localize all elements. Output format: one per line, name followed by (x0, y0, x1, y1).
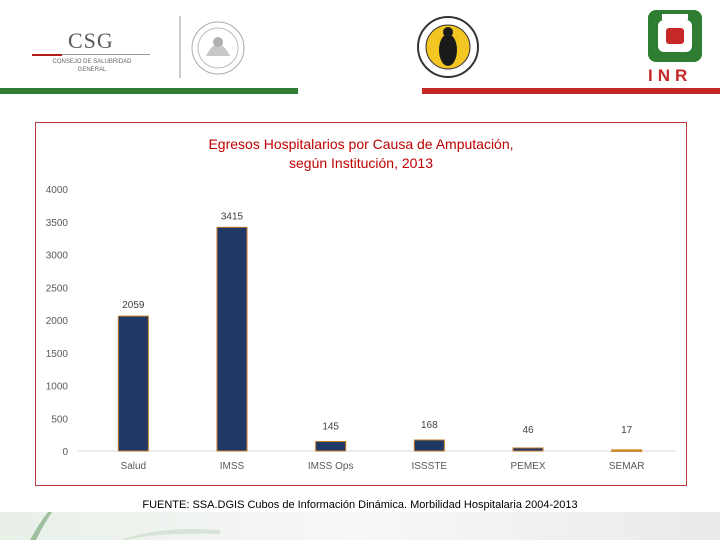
bar-value-label: 17 (621, 425, 633, 436)
x-axis: Salud IMSS IMSS Ops ISSSTE PEMEX SEMAR (121, 461, 645, 472)
y-tick-label: 2000 (46, 316, 69, 327)
bar (413, 439, 445, 452)
mexico-shield-logo (179, 16, 245, 78)
chart-title-line-2: según Institución, 2013 (289, 155, 433, 171)
y-tick-label: 500 (51, 414, 68, 425)
header-green-stripe (0, 88, 298, 94)
bar-value-label: 2059 (122, 300, 145, 311)
y-tick-label: 4000 (46, 185, 69, 196)
university-seal-logo (417, 16, 479, 78)
bar (315, 441, 347, 452)
x-tick-label: SEMAR (609, 461, 645, 472)
csg-logo-subtext: CONSEJO DE SALUBRIDAD GENERAL (52, 59, 132, 73)
inr-logo-mark (648, 10, 702, 62)
bar (117, 315, 149, 452)
y-tick-label: 3000 (46, 251, 69, 262)
bar-value-label: 46 (522, 425, 534, 436)
x-tick-label: IMSS (220, 461, 245, 472)
footer-decoration (0, 512, 720, 540)
x-tick-label: Salud (121, 461, 147, 472)
y-tick-label: 0 (62, 447, 68, 458)
bar-value-label: 145 (322, 422, 339, 433)
y-tick-label: 2500 (46, 283, 69, 294)
source-note: FUENTE: SSA.DGIS Cubos de Información Di… (142, 499, 578, 511)
bar-chart: Egresos Hospitalarios por Causa de Amput… (46, 136, 676, 472)
inr-logo-text: INR (648, 66, 693, 85)
bar-value-label: 168 (421, 420, 438, 431)
chart-title-line-1: Egresos Hospitalarios por Causa de Amput… (208, 136, 513, 152)
x-tick-label: PEMEX (510, 461, 545, 472)
bar-series: 2059 3415 145 168 46 17 (117, 211, 643, 452)
header-red-stripe (422, 88, 720, 94)
y-axis: 0 500 1000 1500 2000 2500 3000 3500 4000 (46, 185, 69, 458)
csg-logo-text: CSG (68, 28, 114, 53)
y-tick-label: 3500 (46, 218, 69, 229)
bar (512, 447, 544, 452)
bar-value-label: 3415 (221, 211, 244, 222)
csg-logo-accent (32, 54, 62, 56)
x-tick-label: ISSSTE (412, 461, 448, 472)
csg-logo-rule (32, 54, 150, 55)
y-tick-label: 1500 (46, 349, 69, 360)
x-tick-label: IMSS Ops (308, 461, 354, 472)
chart-frame: Egresos Hospitalarios por Causa de Amput… (35, 122, 687, 486)
y-tick-label: 1000 (46, 382, 69, 393)
bar (216, 226, 248, 452)
bar (611, 449, 643, 452)
